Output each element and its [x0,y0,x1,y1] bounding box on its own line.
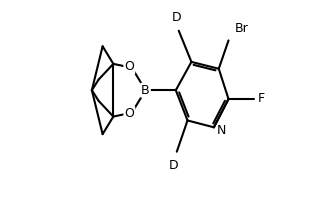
Text: F: F [258,92,265,106]
Text: N: N [216,124,226,137]
Text: O: O [124,107,134,120]
Text: Br: Br [235,22,248,35]
Text: B: B [141,84,150,97]
Text: D: D [171,11,181,24]
Text: O: O [124,60,134,73]
Text: D: D [169,159,179,171]
